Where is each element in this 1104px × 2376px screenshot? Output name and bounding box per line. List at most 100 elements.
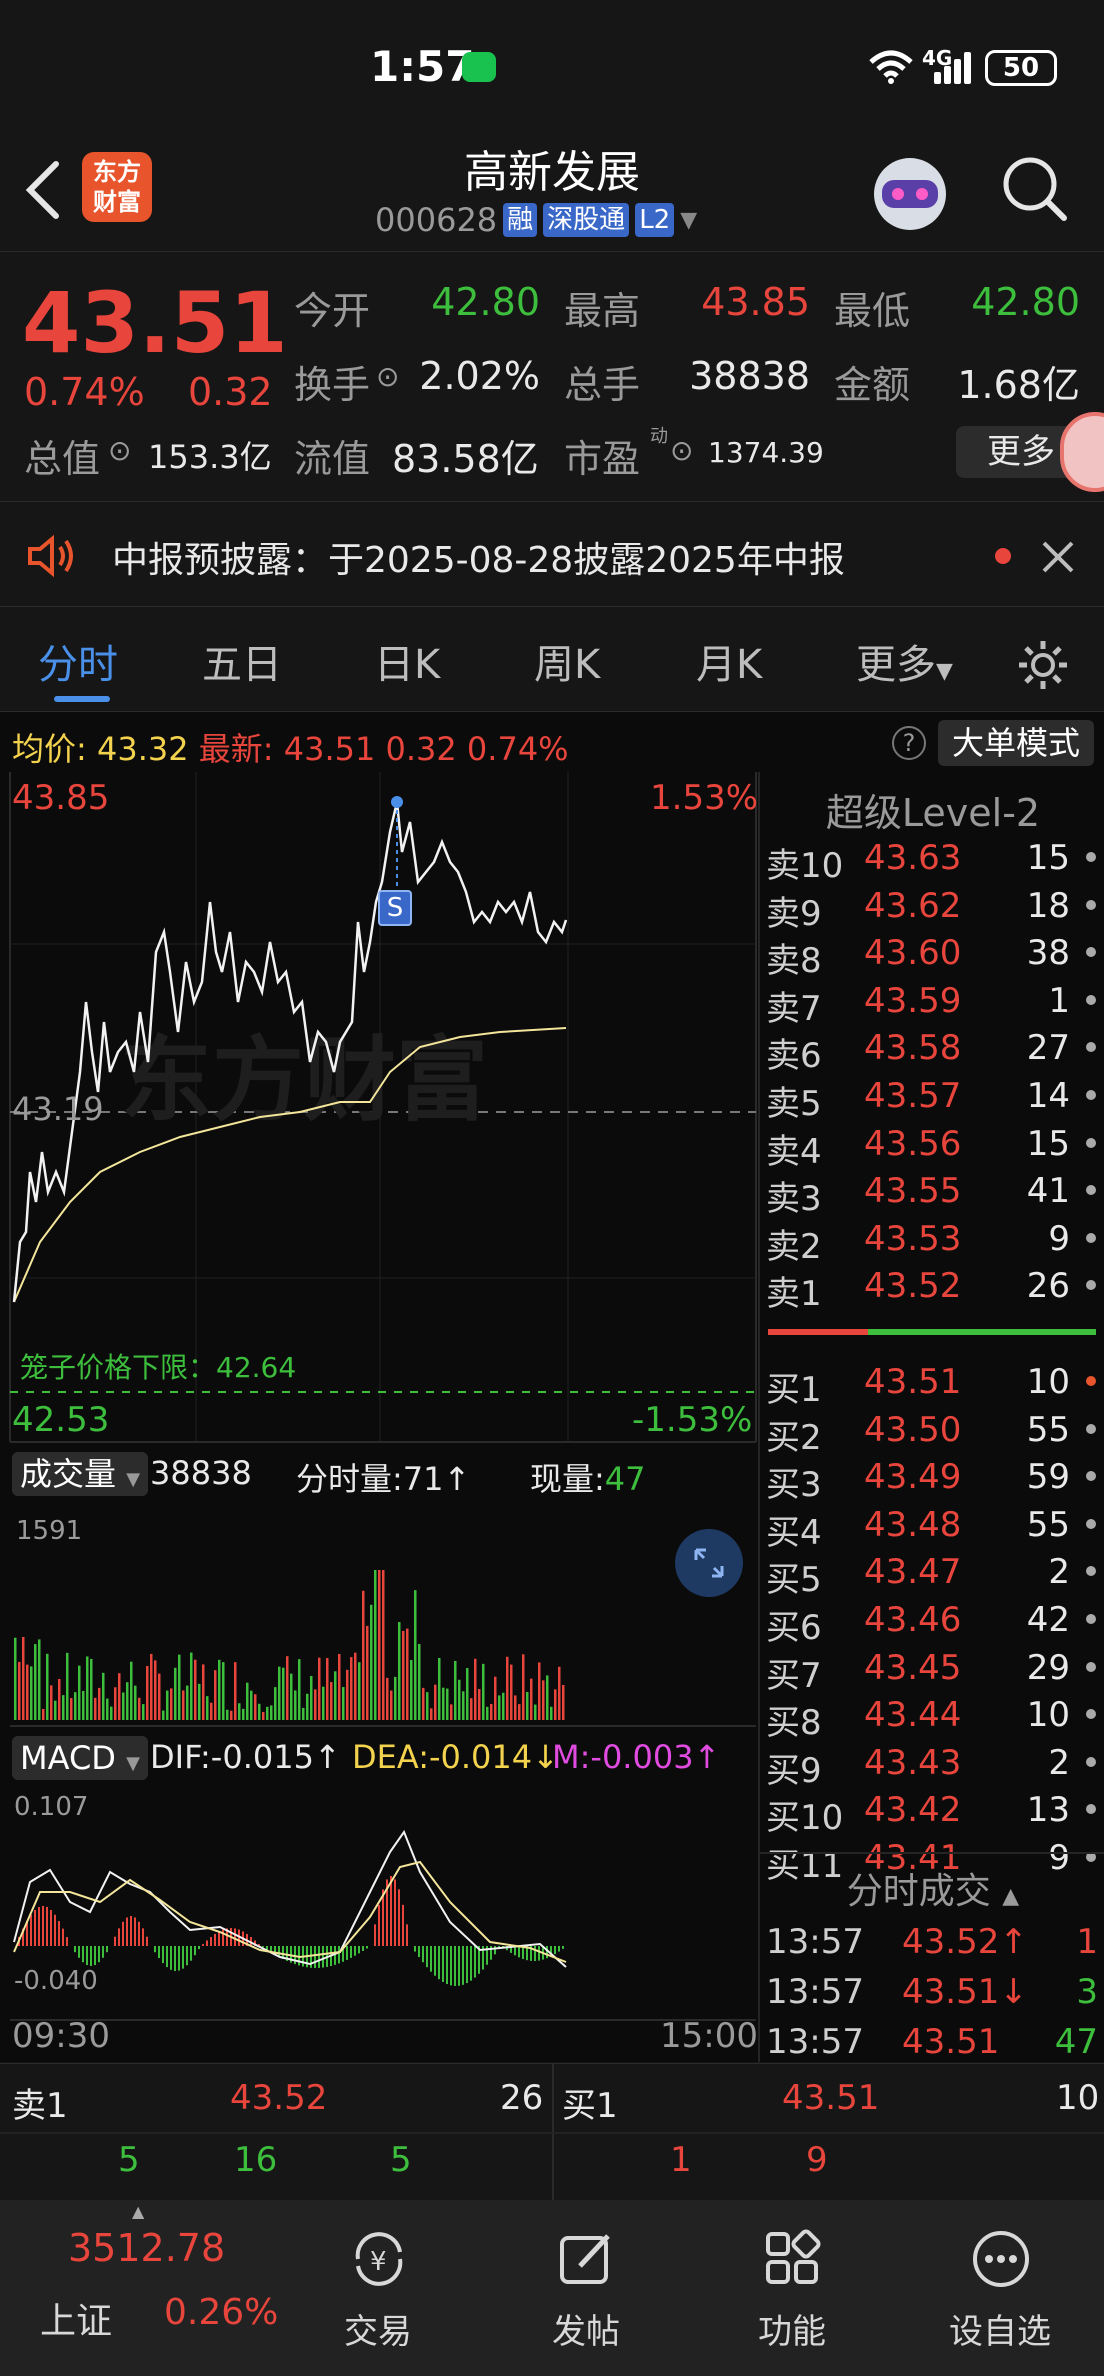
macd-m: M:-0.003↑ <box>552 1738 721 1776</box>
order-book[interactable]: 超级Level-2 卖10 43.63 15 卖9 43.62 18 卖8 43.60 38 卖7… <box>758 772 1104 2062</box>
volume-bar <box>94 1697 97 1720</box>
ask-row[interactable]: 卖6 43.58 27 <box>760 1022 1104 1076</box>
bid-row[interactable]: 买3 43.49 59 <box>760 1451 1104 1505</box>
edit-icon <box>560 2234 610 2284</box>
bid-row[interactable]: 买10 43.42 13 <box>760 1784 1104 1838</box>
ask-row[interactable]: 卖3 43.55 41 <box>760 1165 1104 1219</box>
expand-icon[interactable] <box>674 1528 744 1598</box>
bid-row[interactable]: 买7 43.45 29 <box>760 1642 1104 1696</box>
nav-trade[interactable]: ¥ 交易 <box>318 2200 438 2376</box>
bid-row[interactable]: 买1 43.51 10 <box>760 1356 1104 1410</box>
volume-bar <box>226 1709 229 1720</box>
macd-bar <box>454 1946 456 1986</box>
volume-bar <box>46 1653 49 1720</box>
chevron-down-icon[interactable]: ▼ <box>680 207 698 233</box>
intraday-chart[interactable]: 东方财富 43.85 1.53% 43.19 S 笼子价格下限：42.64 42… <box>0 772 758 2062</box>
nav-post[interactable]: 发帖 <box>526 2200 646 2376</box>
tab-intraday[interactable]: 分时 <box>38 642 118 688</box>
high-value: 43.85 <box>701 280 810 324</box>
nav-functions[interactable]: 功能 <box>732 2200 852 2376</box>
search-icon[interactable] <box>1000 154 1070 224</box>
ask-row[interactable]: 卖7 43.59 1 <box>760 975 1104 1029</box>
best-bid-ask-strip[interactable]: 卖1 43.52 26 买1 43.51 10 5 16 5 1 9 <box>0 2063 1104 2200</box>
volume-bar <box>534 1704 537 1720</box>
volume-bar <box>158 1673 161 1720</box>
macd-bar <box>74 1946 76 1953</box>
bid1-price: 43.51 <box>782 2078 880 2118</box>
ask-row[interactable]: 卖10 43.63 15 <box>760 832 1104 886</box>
floating-badge-icon[interactable] <box>1060 412 1104 492</box>
bid-volume: 2 <box>1048 1742 1070 1783</box>
volume-bar <box>322 1686 325 1720</box>
dea-value: DEA:-0.014 <box>352 1738 533 1776</box>
tab-5day[interactable]: 五日 <box>202 642 282 688</box>
stock-name: 高新发展 <box>464 147 640 198</box>
gear-icon[interactable] <box>1016 638 1070 692</box>
time-start: 09:30 <box>12 2016 110 2056</box>
robot-assistant-icon[interactable] <box>868 150 952 234</box>
macd-bar <box>342 1946 344 1962</box>
volume-bar <box>530 1678 533 1720</box>
tab-monthly-k[interactable]: 月K <box>696 642 763 688</box>
mktcap-value: 153.3亿 <box>148 438 272 476</box>
bid-row[interactable]: 买8 43.44 10 <box>760 1689 1104 1743</box>
index-widget[interactable]: ▲ 3512.78 上证 0.26% <box>0 2200 290 2376</box>
bid-row[interactable]: 买2 43.50 55 <box>760 1404 1104 1458</box>
info-icon[interactable]: ⊙ <box>670 434 694 467</box>
close-icon[interactable] <box>1040 539 1076 575</box>
order-dot-icon <box>1086 1137 1096 1148</box>
help-icon[interactable]: ? <box>892 726 926 760</box>
ask-level: 卖6 <box>766 1036 822 1077</box>
order-dot-icon <box>1086 947 1096 958</box>
order-dot-icon <box>1086 1185 1096 1196</box>
ask-row[interactable]: 卖9 43.62 18 <box>760 880 1104 934</box>
y-mid-price: 43.19 <box>12 1090 104 1128</box>
notice-bar[interactable]: 中报预披露：于2025-08-28披露2025年中报 <box>0 503 1104 607</box>
macd-bar <box>490 1946 492 1960</box>
divider <box>0 2132 1104 2134</box>
bid-row[interactable]: 买5 43.47 2 <box>760 1546 1104 1600</box>
tab-weekly-k[interactable]: 周K <box>534 642 601 688</box>
info-icon[interactable]: ⊙ <box>108 434 132 467</box>
macd-bar <box>458 1946 460 1986</box>
nav-add-watchlist[interactable]: 设自选 <box>930 2200 1070 2376</box>
speaker-icon <box>28 534 73 578</box>
volume-bar <box>354 1652 357 1720</box>
sell-marker[interactable]: S <box>378 890 412 926</box>
ask-row[interactable]: 卖4 43.56 15 <box>760 1118 1104 1172</box>
ask-row[interactable]: 卖2 43.53 9 <box>760 1213 1104 1267</box>
ask-row[interactable]: 卖5 43.57 14 <box>760 1070 1104 1124</box>
macd-dropdown[interactable]: MACD ▼ <box>12 1736 148 1780</box>
logo-text-1: 东方 <box>93 158 141 186</box>
tick-price: 43.51 <box>902 2022 1000 2062</box>
bid-row[interactable]: 买4 43.48 55 <box>760 1499 1104 1553</box>
volume-dropdown[interactable]: 成交量 ▼ <box>12 1452 149 1496</box>
ask-volume: 38 <box>1026 933 1070 974</box>
index-name: 上证 <box>40 2301 113 2342</box>
macd-bar <box>442 1946 444 1982</box>
ask-level: 卖1 <box>766 1274 822 1315</box>
tick-volume: 分时量:71↑ <box>296 1460 471 1498</box>
ask-row[interactable]: 卖8 43.60 38 <box>760 927 1104 981</box>
macd-bar <box>130 1916 132 1946</box>
bid-row[interactable]: 买9 43.43 2 <box>760 1737 1104 1791</box>
macd-bar <box>66 1937 68 1946</box>
tab-daily-k[interactable]: 日K <box>374 642 441 688</box>
macd-bar <box>466 1946 468 1984</box>
info-icon[interactable]: ⊙ <box>376 360 400 393</box>
volume-bar <box>86 1656 89 1720</box>
big-order-mode-button[interactable]: 大单模式 <box>938 720 1094 766</box>
bid-row[interactable]: 买6 43.46 42 <box>760 1594 1104 1648</box>
index-value: 3512.78 <box>68 2226 226 2270</box>
macd-bar <box>514 1946 516 1956</box>
app-logo[interactable]: 东方 财富 <box>82 152 152 222</box>
bid-level: 买9 <box>766 1750 822 1791</box>
ask-volume: 14 <box>1026 1076 1070 1116</box>
stock-code-line[interactable]: 000628 融 深股通 L2 ▼ <box>375 200 697 240</box>
back-icon[interactable] <box>22 160 62 220</box>
tab-more[interactable]: 更多▼ <box>856 632 953 690</box>
ask-row[interactable]: 卖1 43.52 26 <box>760 1260 1104 1314</box>
tab-indicator <box>54 696 110 702</box>
price-info-strip: 均价: 43.32 最新: 43.51 0.32 0.74% ? 大单模式 <box>0 712 1104 772</box>
ticks-title[interactable]: 分时成交 ▲ <box>760 1862 1104 1914</box>
